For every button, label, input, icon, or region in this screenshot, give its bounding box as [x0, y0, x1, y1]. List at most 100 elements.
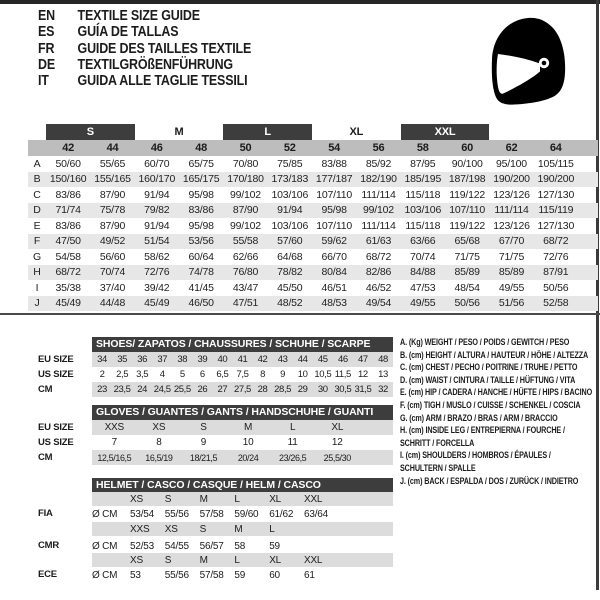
helmet-size-cell: S — [199, 523, 207, 535]
shoe-size-cell: 28 — [257, 384, 268, 395]
shoe-size-cell: 48 — [378, 354, 388, 365]
measurement-cell: 91/94 — [144, 188, 170, 201]
band-grid: 7 8 9 10 11 12 — [92, 435, 393, 450]
helmet-size-cell: S — [164, 493, 172, 505]
glove-size-cell: 8 — [156, 437, 162, 448]
shoes-title: SHOES/ ZAPATOS / CHAUSSURES / SCHUHE / S… — [96, 338, 371, 350]
measurement-cell: 99/102 — [230, 188, 261, 201]
shoe-size-cell: 45 — [317, 354, 328, 365]
band-grid: Ø CM 53 55/56 57/58 59 60 61 — [92, 567, 393, 583]
gloves-table-title-bar: GLOVES / GUANTES / GANTS / HANDSCHUHE / … — [92, 405, 393, 420]
legend-line: I. (cm) SHOULDERS / HOMBROS / ÉPAULES / — [400, 450, 551, 461]
side-label-us-size: US SIZE — [38, 369, 74, 380]
measurement-cell: 115/118 — [405, 219, 441, 232]
language-title: GUIDA ALLE TAGLIE TESSILI — [77, 73, 248, 90]
measurement-cell: 190/200 — [537, 173, 575, 186]
glove-size-cell: M — [244, 422, 253, 433]
shoe-size-cell: 43 — [277, 354, 288, 365]
section-divider-line — [0, 313, 600, 315]
shoe-size-cell: 38 — [177, 354, 188, 365]
helmet-size-cell: XXS — [130, 523, 150, 535]
language-title: TEXTILE SIZE GUIDE — [77, 8, 200, 24]
legend-line: H. (cm) INSIDE LEG / ENTREPIERNA / FOURC… — [400, 425, 565, 436]
helmet-value-cell: 56/57 — [199, 540, 224, 552]
helmet-size-cell: L — [269, 523, 275, 535]
measurement-cell: 65/68 — [454, 235, 480, 248]
main-size-table: S M L XL XXL 42 44 46 48 50 52 54 56 58 60 62 64 A 50/60 55… — [28, 124, 598, 311]
measurement-cell: 70/80 — [232, 157, 259, 170]
helmet-value-cell: 53 — [130, 569, 141, 581]
measurement-cell: 70/74 — [99, 266, 126, 279]
measurement-cell: 44/48 — [99, 297, 126, 310]
language-code: FR — [38, 40, 55, 57]
measurement-cell: 68/72 — [365, 250, 392, 263]
measurement-cell: 83/88 — [321, 157, 347, 170]
legend-line: F. (cm) TIGH / MUSLO / CUISSE / SCHENKEL… — [400, 399, 581, 410]
measurement-cell: 83/86 — [55, 219, 81, 232]
shoe-size-cell: 10,5 — [314, 369, 332, 380]
measurement-cell: 52/58 — [543, 297, 569, 310]
shoe-size-cell: 3,5 — [136, 369, 149, 380]
measurement-cell: 190/200 — [493, 173, 530, 186]
helmet-value-cell: 52/53 — [130, 540, 155, 552]
measurement-cell: 70/74 — [410, 250, 436, 263]
shoe-size-cell: 30,5 — [334, 384, 352, 395]
measurement-cell: 87/90 — [99, 219, 126, 232]
band-grid: 23 23,5 24 24,5 25,5 26 27 27,5 28 28,5 29 30 30,5 31… — [92, 382, 393, 397]
measurement-cell: 127/130 — [537, 188, 575, 201]
row-letter-cell: B — [33, 173, 41, 186]
measurement-cell: 71/75 — [498, 250, 525, 263]
row-letter-cell: C — [33, 188, 41, 201]
language-line: ES GUÍA DE TALLAS — [38, 24, 251, 40]
glove-size-cell: XS — [152, 422, 166, 433]
helmet-size-cell: XS — [164, 523, 178, 535]
shoe-size-cell: 27,5 — [234, 384, 251, 395]
helmet-value-cell: 58 — [234, 540, 246, 552]
shoe-size-cell: 5 — [179, 369, 185, 380]
helmet-table-title-bar: HELMET / CASCO / CASQUE / HELM / CASCO — [92, 478, 393, 492]
measurement-cell: 75/85 — [277, 157, 303, 170]
language-code: EN — [38, 8, 55, 24]
glove-size-cell: 25,5/30 — [323, 452, 352, 463]
table-band: XS S M L XL XXL — [92, 492, 393, 506]
helmet-size-cell: L — [234, 493, 240, 505]
glove-size-cell: 11 — [287, 437, 298, 448]
measurement-cell: 41/45 — [188, 281, 214, 294]
language-code: ES — [38, 24, 55, 41]
size-number-cell: 42 — [62, 142, 75, 154]
measurement-cell: 53/56 — [188, 235, 214, 248]
shoe-size-cell: 39 — [197, 354, 208, 365]
measurement-cell: 150/160 — [49, 173, 87, 186]
measurement-cell: 115/118 — [405, 188, 441, 201]
measurement-row: I 35/38 37/40 39/42 41/45 43/47 45/50 46/51 46/5… — [28, 280, 598, 296]
row-letter-cell: I — [35, 281, 39, 294]
shoe-size-cell: 37 — [157, 354, 168, 365]
measurement-cell: 66/70 — [321, 250, 347, 263]
band-grid: XS S M L XL XXL — [92, 553, 393, 567]
band-grid: XXS XS S M L XL — [92, 420, 393, 435]
measurement-cell: 85/89 — [498, 266, 525, 279]
side-label-eu-size: EU SIZE — [38, 422, 74, 433]
measurement-cell: 107/110 — [316, 219, 353, 232]
legend-line: B. (cm) HEIGHT / ALTURA / HAUTEUR / HÖHE… — [400, 349, 589, 360]
size-number-cell: 50 — [239, 142, 252, 154]
shoe-size-cell: 23 — [97, 384, 107, 395]
measurement-cell: 107/110 — [449, 204, 486, 217]
legend-line: E. (cm) HIP / CADERA / HANCHE / HÜFTE / … — [400, 387, 593, 398]
helmet-value-cell: 59 — [234, 569, 246, 581]
measurement-cell: 84/88 — [410, 266, 436, 279]
measurement-row: H 68/72 70/74 72/76 74/78 76/80 78/82 80/84 82/8… — [28, 264, 598, 280]
shoe-size-cell: 26 — [197, 384, 208, 395]
helmet-value-cell: 57/58 — [199, 569, 224, 581]
measurement-cell: 83/86 — [55, 188, 81, 201]
row-letter-cell: E — [33, 219, 41, 232]
unit-cell: Ø CM — [92, 508, 118, 520]
table-band: 2 2,5 3,5 4 5 6 6,5 7,5 8 9 10 10,5 11,5 12 13 — [92, 367, 393, 382]
row-letter-cell: H — [33, 266, 41, 279]
measurement-cell: 99/102 — [363, 204, 394, 217]
shoe-size-cell: 4 — [159, 369, 165, 380]
band-grid: XXS XS S M L — [92, 522, 393, 536]
band-grid: 2 2,5 3,5 4 5 6 6,5 7,5 8 9 10 10,5 11,5 12 13 — [92, 367, 393, 382]
measurement-cell: 123/126 — [493, 188, 530, 201]
measurement-cell: 51/54 — [144, 235, 170, 248]
